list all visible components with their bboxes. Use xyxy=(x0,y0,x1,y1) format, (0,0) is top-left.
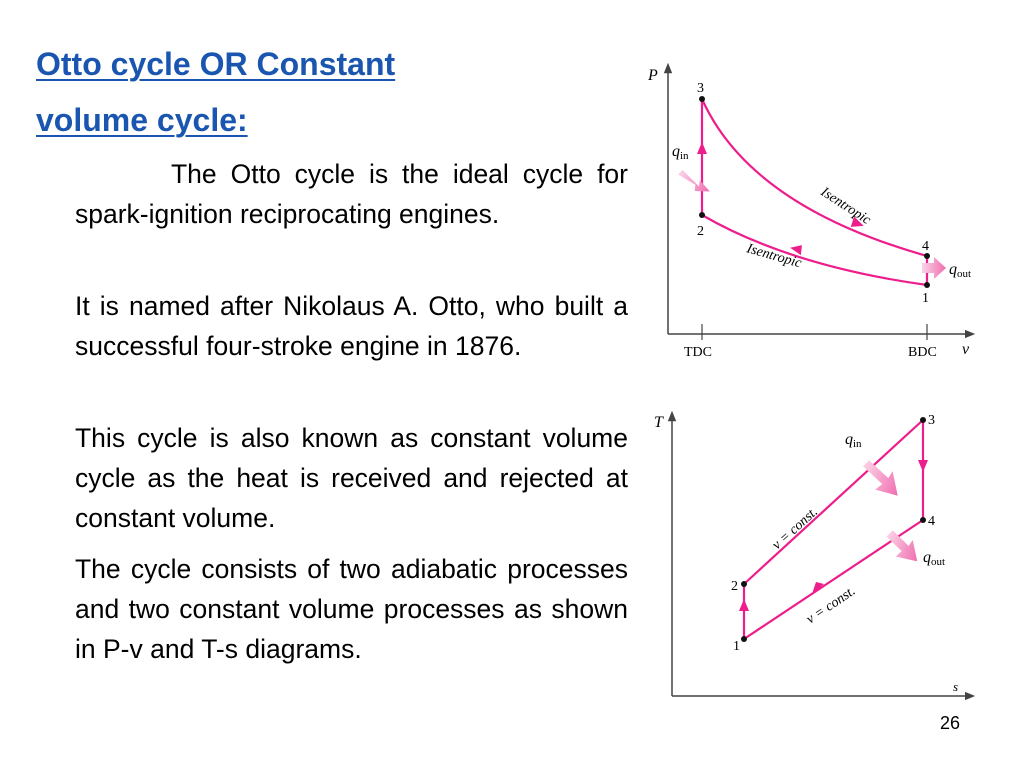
ts-y-axis-label: T xyxy=(654,414,664,431)
ts-point-label-1: 1 xyxy=(733,639,740,654)
ts-point-4 xyxy=(920,517,926,523)
pv-label-isentropic-upper: Isentropic xyxy=(817,184,874,228)
pv-arrow-expansion xyxy=(850,216,864,227)
ts-label-vconst-upper: v = const. xyxy=(770,505,821,553)
ts-arrow-lower xyxy=(812,582,824,594)
pv-point-label-1: 1 xyxy=(922,291,929,306)
paragraph-history: It is named after Nikolaus A. Otto, who … xyxy=(75,291,628,361)
pv-heat-in-arrow xyxy=(678,169,710,192)
ts-label-vconst-lower: v = const. xyxy=(804,584,859,628)
pv-isentropic-expansion xyxy=(700,98,928,258)
pv-heat-in-label: qin xyxy=(672,143,689,162)
ts-heat-out-arrow xyxy=(886,530,918,562)
pv-point-label-3: 3 xyxy=(697,81,704,96)
pv-arrow-compression xyxy=(790,245,802,256)
pv-heat-out-label: qout xyxy=(949,261,971,280)
ts-heat-out-label: qout xyxy=(923,549,945,568)
slide-title-line-1: Otto cycle OR Constant xyxy=(36,46,396,82)
ts-point-3 xyxy=(920,417,926,423)
paragraph-constant-volume: This cycle is also known as constant vol… xyxy=(75,423,628,533)
ts-point-label-3: 3 xyxy=(928,413,935,428)
ts-arrow-up xyxy=(739,599,749,611)
pv-point-1 xyxy=(924,282,930,288)
ts-heat-in-label: qin xyxy=(845,431,862,450)
ts-diagram: T s 1 2 3 4 v = const. v = const. qin qo… xyxy=(654,410,976,701)
pv-point-2 xyxy=(699,212,705,218)
pv-heat-out-arrow xyxy=(922,257,946,279)
pv-label-isentropic-lower: Isentropic xyxy=(744,241,804,271)
ts-heat-in-arrow xyxy=(862,460,898,496)
pv-diagram: P v TDC BDC 3 2 4 1 Isentropic Isentropi… xyxy=(647,62,976,360)
slide-title-line-2: volume cycle: xyxy=(36,102,248,138)
page-number: 26 xyxy=(940,713,961,733)
pv-y-axis-label: P xyxy=(647,67,658,84)
ts-x-axis-label: s xyxy=(953,679,958,694)
ts-point-2 xyxy=(741,581,747,587)
pv-tick-label-bdc: BDC xyxy=(908,345,937,360)
pv-point-label-2: 2 xyxy=(697,224,704,239)
ts-point-1 xyxy=(741,636,747,642)
ts-arrow-down xyxy=(918,460,928,472)
pv-tick-label-tdc: TDC xyxy=(684,345,712,360)
paragraph-definition: The Otto cycle is the ideal cycle for sp… xyxy=(75,159,628,229)
ts-point-label-2: 2 xyxy=(731,579,738,594)
pv-arrow-up xyxy=(697,142,707,154)
ts-const-volume-heat-in xyxy=(743,419,924,585)
paragraph-processes: The cycle consists of two adiabatic proc… xyxy=(75,554,628,664)
pv-point-3 xyxy=(699,96,705,102)
pv-point-4 xyxy=(924,253,930,259)
pv-x-axis-label: v xyxy=(962,341,970,358)
pv-point-label-4: 4 xyxy=(922,239,929,254)
ts-point-label-4: 4 xyxy=(928,514,935,529)
pv-isentropic-compression xyxy=(701,214,928,287)
